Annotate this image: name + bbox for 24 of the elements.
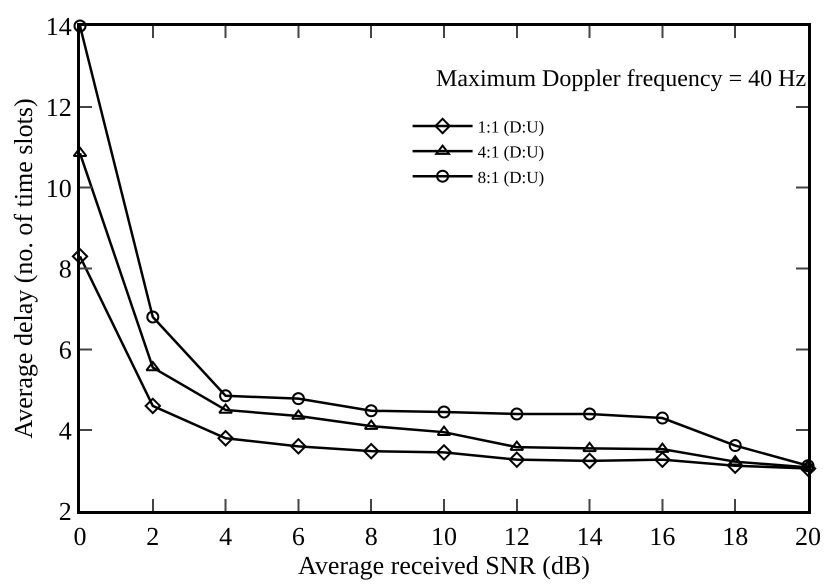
x-tick-label: 10 <box>431 522 457 552</box>
legend-label: 4:1 (D:U) <box>478 142 544 162</box>
x-tick-label: 18 <box>722 522 748 552</box>
x-tick-label: 16 <box>649 522 676 552</box>
legend-label: 8:1 (D:U) <box>478 168 544 187</box>
x-tick-label: 8 <box>364 522 378 552</box>
x-tick-label: 14 <box>576 522 603 552</box>
x-tick-label: 0 <box>74 522 86 552</box>
y-axis-title: Average delay (no. of time slots) <box>9 98 38 439</box>
annotation: Maximum Doppler frequency = 40 Hz <box>436 66 806 92</box>
legend-label: 1:1 (D:U) <box>478 118 544 137</box>
y-tick-label: 4 <box>58 416 72 446</box>
y-tick-label: 6 <box>58 335 72 364</box>
x-tick-label: 6 <box>292 522 305 552</box>
x-axis-title: Average received SNR (dB) <box>298 551 590 580</box>
y-tick-label: 2 <box>58 497 72 526</box>
y-tick-label: 12 <box>46 92 72 122</box>
y-tick-label: 8 <box>58 254 72 284</box>
x-tick-label: 4 <box>219 522 232 552</box>
x-tick-label: 20 <box>795 522 821 552</box>
x-tick-label: 2 <box>146 522 160 552</box>
y-tick-label: 14 <box>46 12 72 42</box>
x-tick-label: 12 <box>504 522 530 552</box>
y-tick-label: 10 <box>46 174 72 203</box>
